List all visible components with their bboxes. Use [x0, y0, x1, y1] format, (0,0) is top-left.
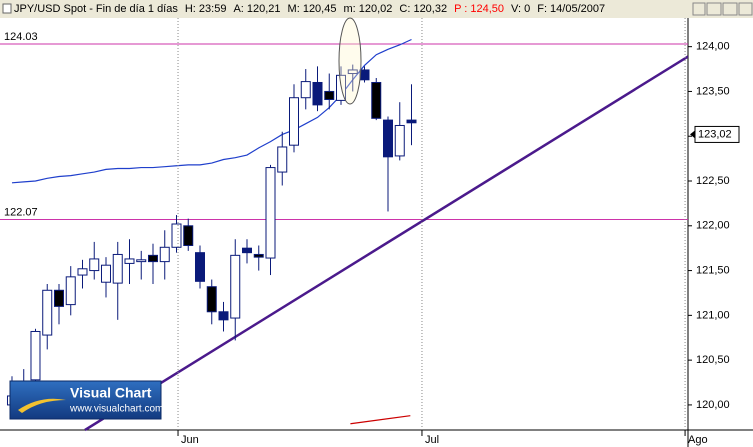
- candle-body: [406, 119, 417, 124]
- y-tick-label: 124,00: [696, 41, 730, 53]
- x-tick-label: Ago: [688, 434, 708, 446]
- header-item: P : 124,50: [454, 3, 504, 15]
- candle-body: [77, 268, 88, 276]
- candle-body: [171, 223, 182, 248]
- y-tick-label: 120,50: [696, 354, 730, 366]
- header-item: JPY/USD Spot - Fin de día 1 días: [14, 3, 178, 15]
- candle-body: [265, 167, 276, 259]
- candle-body: [383, 119, 394, 158]
- logo-url: www.visualchart.com: [69, 404, 163, 415]
- candle-body: [136, 259, 147, 263]
- header-item: m: 120,02: [343, 3, 392, 15]
- y-tick-label: 121,00: [696, 309, 730, 321]
- header-item: M: 120,45: [288, 3, 337, 15]
- header-item: F: 14/05/2007: [537, 3, 605, 15]
- candle-body: [183, 225, 194, 246]
- y-tick-label: 121,50: [696, 264, 730, 276]
- candle-body: [89, 258, 100, 272]
- candle-body: [30, 330, 41, 381]
- window-buttons: [692, 2, 753, 16]
- header-bar: [0, 0, 753, 18]
- header-item: C: 120,32: [399, 3, 447, 15]
- last-price-box: [694, 125, 740, 143]
- logo-box: [9, 380, 162, 420]
- button[interactable]: [706, 2, 722, 16]
- button[interactable]: [692, 2, 706, 16]
- candle-body: [65, 276, 76, 306]
- candle-body: [241, 247, 252, 254]
- candle-body: [42, 289, 53, 336]
- candle-body: [206, 286, 217, 313]
- last-price-arrow: [690, 130, 695, 139]
- candle-body: [194, 252, 205, 282]
- candle-body: [159, 246, 170, 263]
- header-text: JPY/USD Spot - Fin de día 1 días H: 23:59…: [14, 3, 605, 15]
- highlight-ellipse: [338, 17, 362, 105]
- indicator-line: [350, 415, 411, 425]
- x-tick-label: Jun: [181, 434, 199, 446]
- candle-body: [112, 253, 123, 284]
- candle-body: [124, 258, 135, 264]
- candle-body: [147, 254, 158, 263]
- logo: Visual Chart www.visualchart.com: [9, 380, 163, 420]
- candle-body: [312, 81, 323, 106]
- candle-body: [289, 97, 300, 146]
- header-item: H: 23:59: [185, 3, 227, 15]
- y-tick-label: 122,00: [696, 220, 730, 232]
- candle-body: [324, 90, 335, 101]
- candle-body: [277, 146, 288, 173]
- header-item: A: 120,21: [233, 3, 280, 15]
- candle-body: [100, 264, 111, 283]
- trend-line: [84, 55, 688, 432]
- header-icon[interactable]: [2, 3, 12, 14]
- y-tick-label: 122,50: [696, 175, 730, 187]
- candle-body: [394, 124, 405, 157]
- y-tick-label: 120,00: [696, 399, 730, 411]
- x-tick-label: Jul: [425, 434, 439, 446]
- logo-title: Visual Chart: [70, 385, 152, 401]
- header-item: V: 0: [511, 3, 530, 15]
- y-tick-label: 123,50: [696, 85, 730, 97]
- level-label: 124.03: [4, 31, 38, 43]
- candle-body: [230, 254, 241, 319]
- candle-body: [218, 311, 229, 321]
- candle-body: [53, 289, 64, 307]
- candle-body: [359, 69, 370, 81]
- button[interactable]: [722, 2, 738, 16]
- logo-swoosh: [18, 398, 66, 413]
- button[interactable]: [738, 2, 753, 16]
- candle-body: [300, 81, 311, 99]
- level-label: 122.07: [4, 206, 38, 218]
- candle-body: [347, 69, 358, 75]
- candle-body: [371, 81, 382, 119]
- candle-body: [253, 253, 264, 258]
- last-price-label: 123,02: [698, 128, 732, 140]
